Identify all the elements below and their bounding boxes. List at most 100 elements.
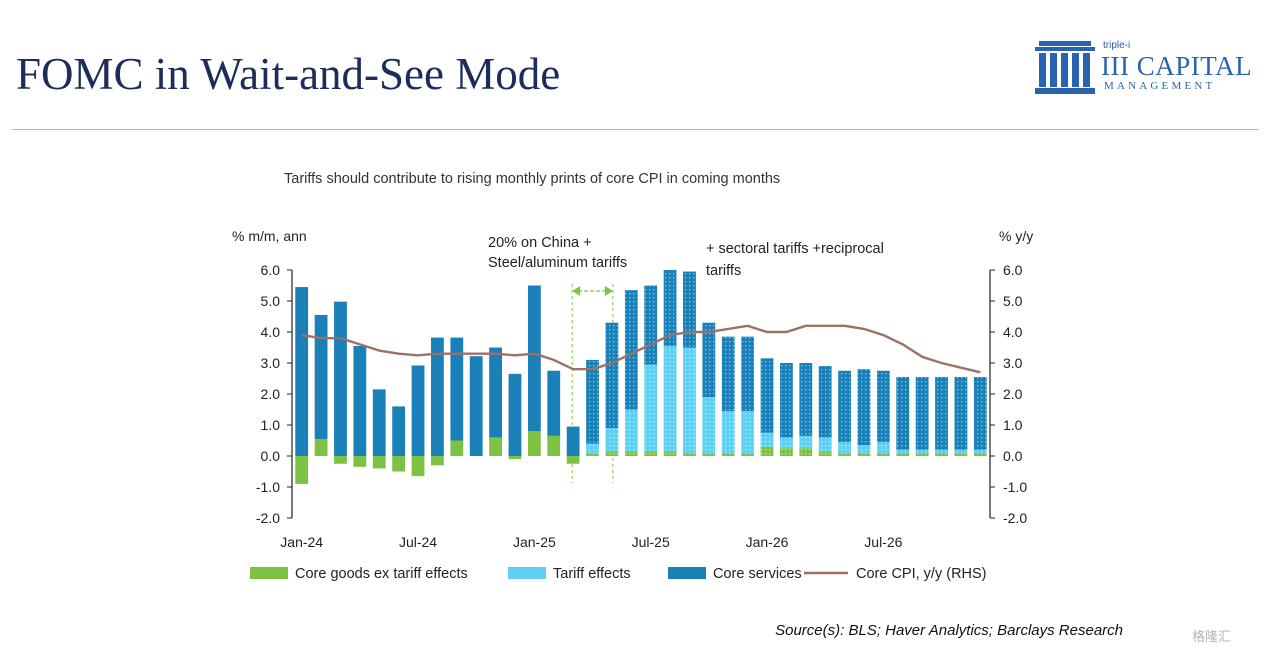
tariff-bar-forecast-texture — [780, 437, 793, 449]
left-tick-label: 5.0 — [261, 293, 281, 309]
annotations: 20% on China + Steel/aluminum tariffs + se… — [488, 235, 884, 483]
company-logo: triple-i III CAPITAL MANAGEMENT — [1033, 38, 1255, 96]
logo-wordmark: III CAPITAL — [1101, 51, 1253, 81]
core-services-bar — [469, 356, 483, 456]
tariff-bar-forecast-texture — [954, 449, 968, 453]
tariff-bar-forecast-texture — [876, 442, 890, 453]
core-goods-bar-forecast-texture — [876, 452, 890, 456]
core-services-bar — [547, 370, 561, 436]
core-goods-bar-forecast-texture — [644, 451, 658, 456]
right-axis-label: % y/y — [999, 228, 1033, 244]
tariff-bar-forecast-texture — [683, 347, 696, 453]
core-services-bar-forecast-texture — [876, 370, 890, 443]
core-goods-bar — [392, 456, 406, 472]
core-goods-bar-forecast-texture — [838, 452, 851, 456]
legend-label: Core services — [713, 566, 802, 582]
tariff-bar-forecast-texture — [915, 449, 929, 453]
tariff-bar-forecast-texture — [605, 428, 619, 452]
tariff-bar-forecast-texture — [818, 437, 832, 452]
tariff-bar-forecast-texture — [741, 411, 755, 453]
legend-label: Core CPI, y/y (RHS) — [856, 566, 987, 582]
core-services-bar-forecast-texture — [624, 290, 638, 410]
core-services-bar-forecast-texture — [857, 369, 871, 446]
core-services-bar-forecast-texture — [741, 336, 755, 412]
right-tick-label: 0.0 — [1003, 448, 1023, 464]
core-services-bar-forecast-texture — [818, 366, 832, 438]
core-services-bar — [411, 365, 425, 456]
core-services-bar — [353, 345, 367, 456]
x-tick-label: Jul-24 — [399, 534, 437, 550]
left-tick-label: -1.0 — [256, 479, 280, 495]
core-services-bar-forecast-texture — [954, 376, 968, 450]
core-goods-bar — [450, 440, 464, 456]
core-goods-bar-forecast-texture — [954, 452, 968, 456]
core-goods-bar — [527, 431, 541, 456]
tariff-bar-forecast-texture — [644, 364, 658, 452]
core-services-bar-forecast-texture — [663, 270, 677, 346]
core-goods-bar-forecast-texture — [586, 452, 599, 456]
left-tick-label: 6.0 — [261, 262, 281, 278]
core-services-bar-forecast-texture — [721, 336, 735, 412]
core-services-bar — [334, 301, 347, 456]
chart-title: Tariffs should contribute to rising mont… — [284, 171, 780, 187]
core-goods-bar — [353, 456, 367, 467]
annotation-label-tariffs: tariffs — [706, 263, 741, 279]
core-services-bar-forecast-texture — [644, 285, 658, 365]
tariff-bar-forecast-texture — [857, 445, 871, 453]
right-tick-label: 4.0 — [1003, 324, 1023, 340]
logo-subtitle: MANAGEMENT — [1104, 80, 1216, 92]
axes: 6.0 6.0 5.0 5.0 4.0 4.0 3.0 3.0 2.0 2.0 1.0 1.0 0.0 0… — [256, 262, 1027, 550]
core-goods-bar-forecast-texture — [605, 451, 619, 456]
logo-tagline: triple-i — [1103, 40, 1131, 51]
tariff-bar-forecast-texture — [935, 449, 948, 453]
left-tick-label: 3.0 — [261, 355, 281, 371]
right-tick-label: 2.0 — [1003, 386, 1023, 402]
x-tick-label: Jul-26 — [864, 534, 902, 550]
cpi-line — [301, 324, 981, 374]
core-goods-bar-forecast-texture — [857, 452, 871, 456]
core-services-bar-forecast-texture — [973, 376, 987, 450]
core-goods-bar — [508, 456, 522, 460]
legend-label: Core goods ex tariff effects — [295, 566, 468, 582]
tariff-bar-forecast-texture — [896, 449, 910, 453]
core-goods-bar-forecast-texture — [780, 448, 793, 456]
core-goods-bar — [372, 456, 386, 469]
core-goods-bar-forecast-texture — [818, 451, 832, 456]
bar-series — [295, 270, 987, 484]
tariff-bar-forecast-texture — [624, 409, 638, 452]
core-services-bar — [566, 426, 580, 456]
core-services-bar — [489, 347, 502, 438]
core-services-bar-forecast-texture — [896, 376, 910, 450]
slide-title: FOMC in Wait-and-See Mode — [16, 49, 561, 99]
right-tick-label: 5.0 — [1003, 293, 1023, 309]
core-goods-bar-forecast-texture — [683, 452, 696, 456]
tariff-bar-forecast-texture — [721, 411, 735, 453]
annotation-label-china: 20% on China + — [488, 235, 592, 251]
core-goods-bar-forecast-texture — [915, 452, 929, 456]
core-services-bar — [527, 285, 541, 432]
core-services-bar-forecast-texture — [935, 376, 948, 450]
core-goods-bar-forecast-texture — [935, 452, 948, 456]
core-goods-bar — [334, 456, 347, 464]
left-tick-label: 4.0 — [261, 324, 281, 340]
core-goods-bar — [547, 435, 561, 456]
core-services-bar — [508, 373, 522, 456]
core-goods-bar-forecast-texture — [799, 448, 813, 456]
cpi-line-series — [301, 324, 981, 374]
x-tick-label: Jan-24 — [280, 534, 323, 550]
core-services-bar-forecast-texture — [605, 322, 619, 429]
tariff-bar-forecast-texture — [760, 432, 774, 447]
core-services-bar — [314, 314, 328, 439]
annotation-arrow-head-left — [572, 286, 581, 296]
title-divider — [12, 129, 1259, 130]
x-tick-label: Jul-25 — [632, 534, 670, 550]
core-services-bar-forecast-texture — [780, 363, 793, 438]
core-goods-bar-forecast-texture — [760, 446, 774, 456]
core-goods-bar-forecast-texture — [741, 452, 755, 456]
core-services-bar — [431, 337, 444, 456]
core-goods-bar-forecast-texture — [896, 452, 910, 456]
tariff-bar-forecast-texture — [663, 345, 677, 452]
core-services-bar — [372, 389, 386, 456]
core-services-bar — [450, 337, 464, 441]
core-services-bar-forecast-texture — [760, 358, 774, 433]
